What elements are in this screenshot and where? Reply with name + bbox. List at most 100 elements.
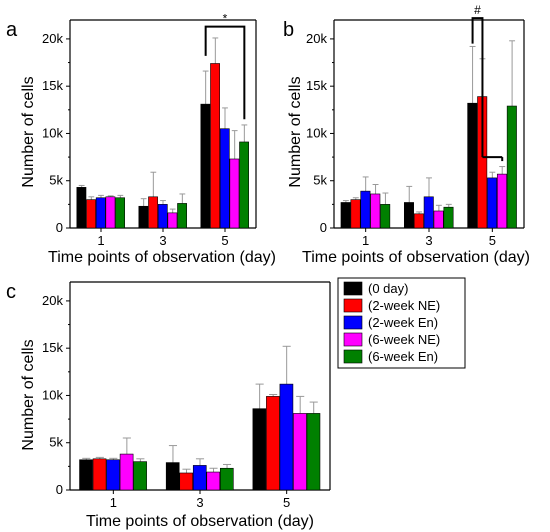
panel-b-xlabel: Time points of observation (day) <box>302 249 530 266</box>
y-tick-label: 0 <box>320 220 327 235</box>
y-tick-label: 20k <box>42 293 63 308</box>
x-tick-label: 3 <box>425 233 432 248</box>
bar <box>133 461 147 491</box>
significance-bracket <box>471 17 484 158</box>
bar <box>496 173 507 229</box>
bar <box>210 63 220 229</box>
panel-a-xlabel: Time points of observation (day) <box>48 249 276 266</box>
bar <box>138 205 149 229</box>
panel-label-b: b <box>283 19 294 41</box>
panel-c-xlabel: Time points of observation (day) <box>86 513 314 530</box>
legend-label: (6-week En) <box>368 349 438 364</box>
bar <box>506 105 517 229</box>
legend-label: (0 day) <box>368 281 408 296</box>
bar <box>157 204 168 229</box>
panel-a-ylabel: Number of cells <box>20 76 37 187</box>
x-tick-label: 1 <box>97 233 104 248</box>
y-tick-label: 15k <box>42 340 63 355</box>
bar <box>86 199 96 229</box>
bar <box>340 202 351 229</box>
bar <box>167 212 178 229</box>
legend-swatch <box>343 332 363 347</box>
legend: (0 day) (2-week NE) (2-week En) (6-week NE)… <box>337 277 466 369</box>
bar <box>370 193 381 229</box>
significance-mark: # <box>474 3 481 17</box>
y-tick-label: 10k <box>42 387 63 402</box>
bar <box>467 102 478 229</box>
y-tick-label: 5k <box>313 173 327 188</box>
x-tick-label: 1 <box>110 495 117 510</box>
bar <box>79 459 93 491</box>
bar <box>219 467 234 491</box>
bar <box>105 196 116 229</box>
bar <box>487 177 498 229</box>
bar <box>115 197 125 229</box>
x-tick-label: 5 <box>489 233 496 248</box>
bar <box>293 413 307 491</box>
bar <box>306 413 321 491</box>
legend-swatch <box>343 349 363 364</box>
panel-b-ylabel: Number of cells <box>287 76 304 187</box>
legend-swatch <box>343 315 363 330</box>
bar <box>148 196 158 229</box>
y-tick-label: 15k <box>306 78 327 93</box>
bar <box>413 213 424 229</box>
bar <box>443 206 454 229</box>
y-tick-label: 10k <box>42 125 63 140</box>
panel-a-plot: 0 5k 10k 15k 20k 1 3 5 * <box>42 12 257 248</box>
y-tick-label: 5k <box>49 173 63 188</box>
panel-b-plot: 0 5k 10k 15k 20k 1 3 5 # <box>306 3 525 248</box>
bar <box>219 128 230 229</box>
bar <box>433 210 444 229</box>
y-tick-label: 0 <box>56 220 63 235</box>
bar <box>76 187 87 229</box>
significance-mark: * <box>223 12 228 26</box>
bar <box>106 459 120 491</box>
x-tick-label: 1 <box>362 233 369 248</box>
y-tick-label: 15k <box>42 78 63 93</box>
bar <box>200 103 211 229</box>
panel-c-ylabel: Number of cells <box>20 339 37 450</box>
x-tick-label: 3 <box>196 495 203 510</box>
significance-bracket <box>204 25 246 120</box>
bar <box>206 471 221 491</box>
x-tick-label: 5 <box>283 495 290 510</box>
legend-swatch <box>343 281 363 296</box>
bar <box>179 472 194 491</box>
panel-c: c Number of cells Time points of observa… <box>6 281 331 530</box>
bar <box>95 197 106 229</box>
y-tick-label: 20k <box>42 31 63 46</box>
bar <box>165 462 180 491</box>
x-tick-label: 3 <box>159 233 166 248</box>
bar <box>177 203 187 229</box>
legend-label: (2-week NE) <box>368 298 440 313</box>
bar <box>192 465 207 491</box>
panel-label-c: c <box>6 281 16 303</box>
legend-label: (6-week NE) <box>368 332 440 347</box>
y-tick-label: 10k <box>306 125 327 140</box>
bar <box>279 383 294 491</box>
bar <box>403 202 414 229</box>
legend-label: (2-week En) <box>368 315 438 330</box>
panel-a: a Number of cells Time points of observa… <box>6 12 276 266</box>
bar <box>360 190 371 229</box>
y-tick-label: 20k <box>306 31 327 46</box>
bar <box>380 204 391 229</box>
bar <box>92 458 107 491</box>
y-tick-label: 0 <box>56 482 63 497</box>
legend-swatch <box>343 298 363 313</box>
panel-b: b Number of cells Time points of observa… <box>283 3 530 266</box>
bar <box>266 396 280 491</box>
x-tick-label: 5 <box>221 233 228 248</box>
y-tick-label: 5k <box>49 435 63 450</box>
panel-c-plot: 0 5k 10k 15k 20k 1 3 5 <box>42 281 331 510</box>
bar <box>229 158 240 229</box>
bar <box>239 141 249 229</box>
bar <box>119 453 134 491</box>
bar <box>423 196 434 229</box>
bar <box>252 408 267 491</box>
bar <box>350 199 361 229</box>
panel-label-a: a <box>6 19 18 41</box>
